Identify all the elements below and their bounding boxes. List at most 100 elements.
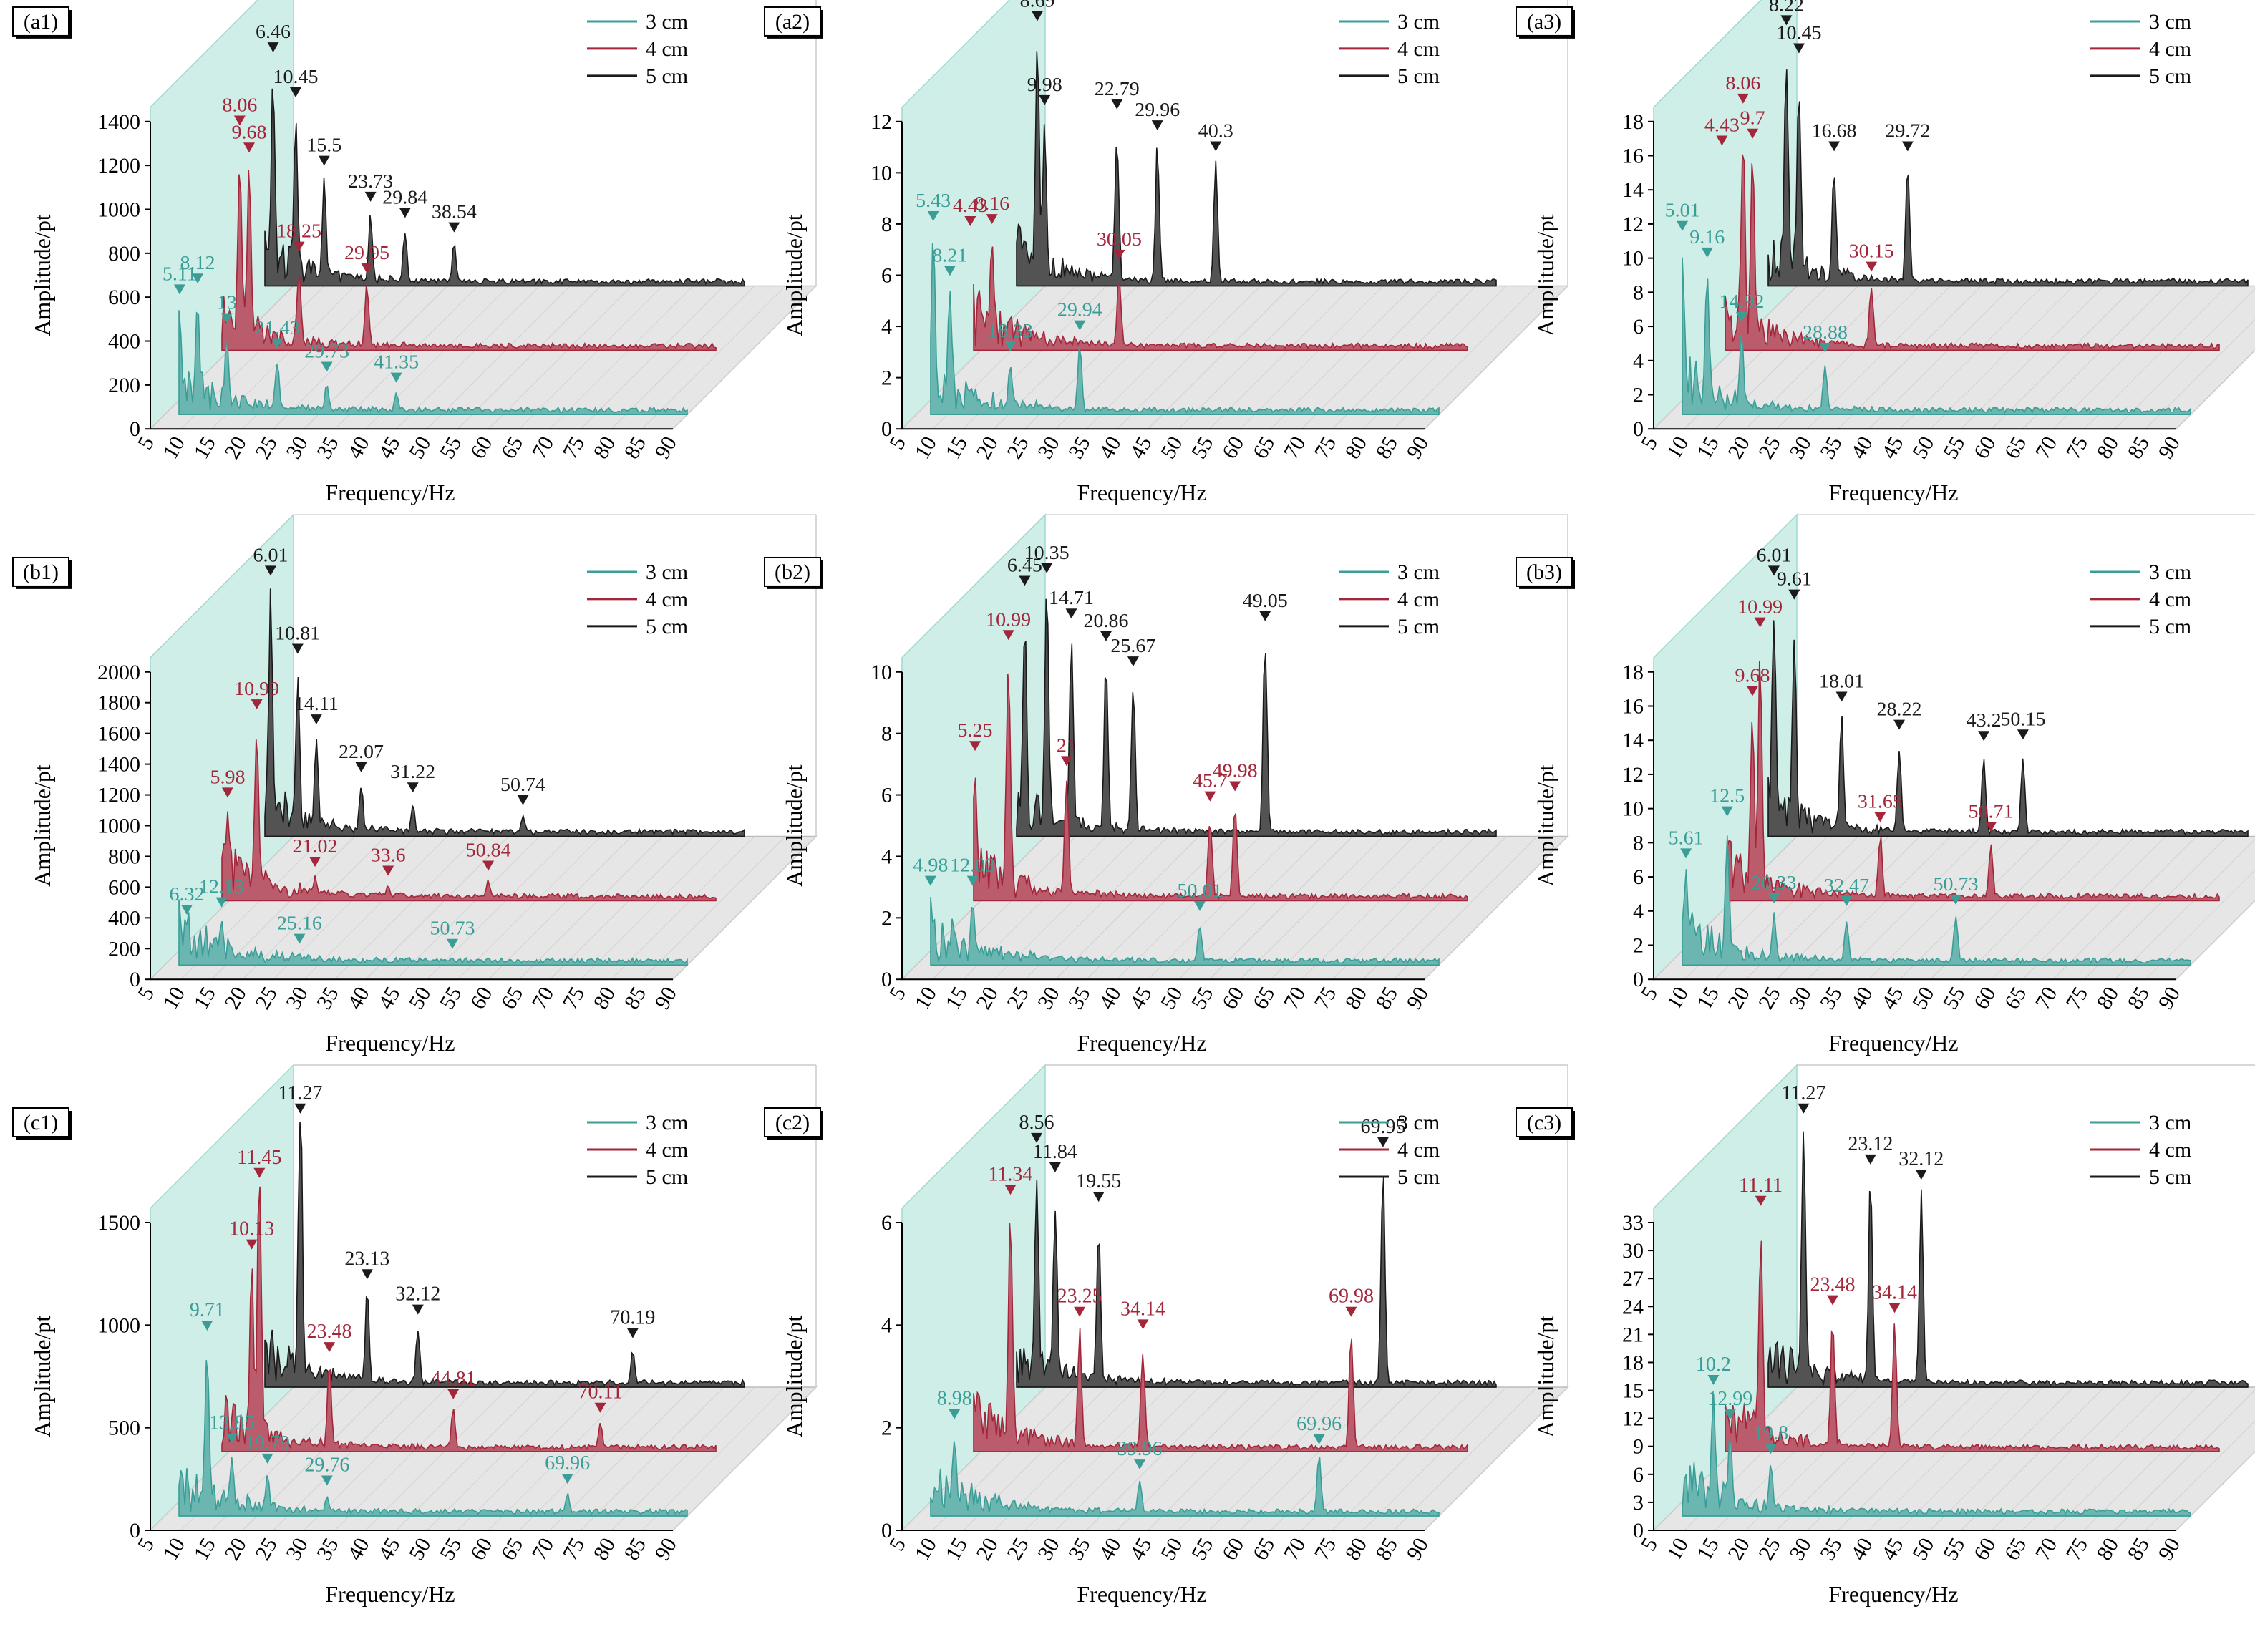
floor-gridline bbox=[304, 836, 448, 980]
peak-marker bbox=[289, 87, 301, 97]
panel-tag-box bbox=[1516, 1107, 1573, 1137]
floor-gridline bbox=[611, 286, 755, 429]
legend-label: 3 cm bbox=[646, 1111, 688, 1134]
chart-panel: 0 2 4 6 8 10 12 14 16 18 Amplitude/pt 5 10 15 20 25 30 35… bbox=[1503, 0, 2255, 550]
peak-marker bbox=[1151, 120, 1163, 131]
peak-label: 50.01 bbox=[1177, 880, 1222, 902]
peak-label: 29.95 bbox=[344, 242, 389, 264]
x-axis-label: Frequency/Hz bbox=[1828, 480, 1958, 505]
floor-gridline bbox=[2083, 836, 2228, 980]
peak-label: 8.22 bbox=[1769, 0, 1804, 16]
peak-label: 5.98 bbox=[210, 766, 245, 788]
peak-label: 28.88 bbox=[1803, 321, 1848, 344]
x-tick-label: 35 bbox=[1815, 1534, 1847, 1564]
peak-label: 22.79 bbox=[1095, 78, 1140, 100]
peak-marker bbox=[412, 1304, 424, 1315]
peak-marker bbox=[1680, 848, 1692, 859]
floor-gridline bbox=[2145, 869, 2255, 980]
floor-gridline bbox=[1838, 836, 1982, 980]
y-tick-label: 1400 bbox=[97, 753, 140, 777]
floor-gridline bbox=[1868, 836, 2012, 980]
peak-marker bbox=[1949, 894, 1961, 905]
series-area bbox=[930, 897, 1440, 966]
y-tick-label: 8 bbox=[1633, 831, 1644, 855]
x-tick-label: 60 bbox=[466, 983, 498, 1013]
x-tick-label: 30 bbox=[1785, 432, 1816, 462]
series-area bbox=[973, 1223, 1468, 1452]
peak-label: 9.71 bbox=[190, 1299, 225, 1321]
peak-marker bbox=[949, 1409, 961, 1419]
peak-label: 39.96 bbox=[1117, 1438, 1163, 1460]
y-tick-label: 1200 bbox=[97, 784, 140, 807]
floor-gridline bbox=[2083, 1386, 2228, 1531]
peak-label: 23.12 bbox=[1848, 1133, 1893, 1155]
legend-label: 3 cm bbox=[1397, 560, 1440, 584]
floor-gridline bbox=[1868, 286, 2012, 429]
chart-panel: 0 2 4 6 Amplitude/pt 5 10 15 20 25 30 35 40 45 50 55 60 6… bbox=[752, 1064, 1569, 1652]
series-area bbox=[1682, 257, 2191, 416]
peak-label: 18.01 bbox=[1819, 670, 1864, 692]
peak-marker bbox=[1835, 691, 1848, 702]
x-tick-label: 10 bbox=[158, 983, 190, 1013]
peak-label: 30.05 bbox=[1097, 228, 1142, 251]
peak-marker bbox=[246, 1239, 258, 1250]
series-area bbox=[178, 1360, 688, 1517]
x-tick-label: 75 bbox=[558, 983, 590, 1013]
series-area bbox=[264, 1122, 745, 1388]
peak-marker bbox=[1864, 1154, 1876, 1165]
y-tick-label: 6 bbox=[881, 264, 892, 288]
x-tick-label: 20 bbox=[1723, 983, 1755, 1013]
x-tick-label: 60 bbox=[466, 1534, 498, 1564]
x-tick-label: 20 bbox=[1723, 1534, 1755, 1564]
floor-gridline bbox=[2114, 288, 2255, 429]
floor-gridline bbox=[1807, 1386, 1951, 1531]
floor-gridline bbox=[549, 836, 694, 980]
x-tick-label: 60 bbox=[1969, 432, 2001, 462]
peak-marker bbox=[253, 1167, 266, 1178]
peak-marker bbox=[1798, 1103, 1810, 1114]
floor-gridline bbox=[1899, 1386, 2043, 1531]
x-tick-label: 5 bbox=[1636, 432, 1662, 453]
peak-label: 6.01 bbox=[253, 544, 288, 566]
peak-label: 69.96 bbox=[1296, 1413, 1342, 1435]
floor-gridline bbox=[1301, 1386, 1445, 1531]
x-tick-label: 25 bbox=[1002, 983, 1034, 1013]
peak-label: 69.98 bbox=[1329, 1286, 1374, 1308]
y-tick-label: 0 bbox=[881, 417, 892, 441]
peak-label: 10.99 bbox=[234, 678, 279, 700]
x-tick-label: 35 bbox=[1064, 1534, 1095, 1564]
legend-label: 3 cm bbox=[2149, 10, 2191, 34]
x-tick-label: 35 bbox=[312, 983, 344, 1013]
floor-gridline bbox=[1991, 1386, 2135, 1531]
peak-marker bbox=[1793, 43, 1805, 54]
floor-gridline bbox=[1899, 836, 2043, 980]
x-tick-label: 60 bbox=[1969, 983, 2001, 1013]
peak-marker bbox=[1259, 611, 1271, 621]
x-tick-label: 45 bbox=[1125, 432, 1157, 462]
floor-gridline bbox=[518, 1386, 663, 1531]
y-axis-label: Amplitude/pt bbox=[30, 214, 55, 336]
peak-marker bbox=[1985, 822, 1997, 832]
peak-label: 23.48 bbox=[1810, 1274, 1856, 1296]
x-tick-label: 70 bbox=[528, 983, 559, 1013]
floor-gridline bbox=[1024, 286, 1169, 429]
peak-marker bbox=[1866, 261, 1878, 272]
floor-gridline bbox=[1424, 836, 1568, 980]
peak-marker bbox=[1841, 895, 1853, 906]
floor-gridline bbox=[2145, 319, 2255, 429]
floor-gridline bbox=[1209, 286, 1353, 429]
legend-label: 3 cm bbox=[2149, 1111, 2191, 1134]
peak-label: 41.35 bbox=[374, 351, 419, 374]
peak-label: 31.22 bbox=[390, 761, 435, 783]
peak-marker bbox=[1707, 1375, 1720, 1386]
y-tick-label: 12 bbox=[1622, 1407, 1644, 1431]
x-tick-label: 20 bbox=[971, 432, 1003, 462]
floor-gridline bbox=[365, 1386, 509, 1531]
peak-label: 10.81 bbox=[275, 623, 320, 645]
peak-marker bbox=[1828, 141, 1841, 152]
x-axis-label: Frequency/Hz bbox=[1828, 1031, 1958, 1056]
peak-marker bbox=[1737, 93, 1749, 104]
peak-marker bbox=[318, 155, 330, 166]
